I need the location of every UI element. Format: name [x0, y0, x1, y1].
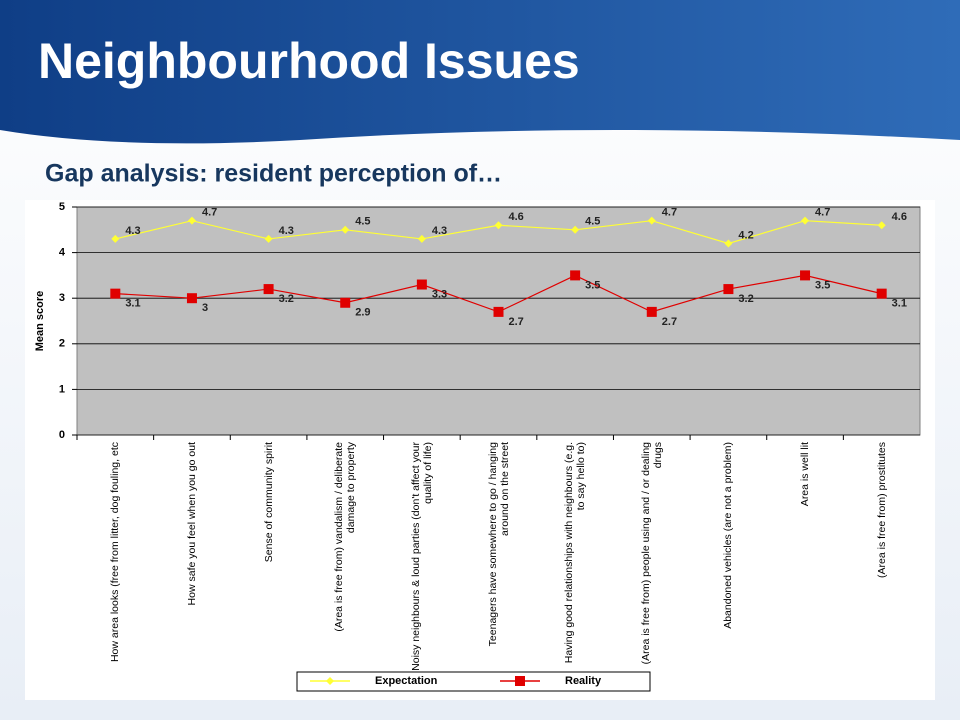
- data-label: 4.7: [815, 207, 830, 219]
- data-label: 3.5: [585, 279, 600, 291]
- data-label: 4.6: [892, 211, 907, 223]
- data-label: 3.3: [432, 288, 447, 300]
- data-label: 3.2: [738, 293, 753, 305]
- x-tick-label: (Area is free from) people using and / o…: [639, 442, 664, 665]
- legend-marker: [515, 676, 525, 686]
- data-label: 3.1: [892, 298, 907, 310]
- y-tick-label: 4: [59, 247, 66, 259]
- point: [263, 284, 274, 295]
- header-band: [0, 0, 960, 144]
- legend-label: Reality: [565, 675, 602, 687]
- data-label: 4.7: [662, 207, 677, 219]
- y-tick-label: 0: [59, 429, 65, 441]
- y-axis-label: Mean score: [34, 291, 46, 352]
- x-tick-label: How area looks (free from litter, dog fo…: [109, 442, 122, 663]
- data-label: 4.7: [202, 207, 217, 219]
- point: [264, 234, 273, 243]
- point: [416, 279, 427, 290]
- data-label: 4.2: [738, 229, 753, 241]
- slide-title: Neighbourhood Issues: [38, 33, 580, 89]
- point: [340, 297, 351, 308]
- data-label: 2.7: [662, 316, 677, 328]
- x-tick-label: Having good relationships with neighbour…: [563, 442, 588, 664]
- point: [417, 234, 426, 243]
- legend-marker: [326, 677, 334, 685]
- y-tick-label: 5: [59, 201, 65, 213]
- point: [801, 216, 810, 225]
- data-label: 4.5: [355, 216, 370, 228]
- point: [570, 270, 581, 281]
- data-label: 3: [202, 302, 208, 314]
- point: [494, 221, 503, 230]
- point: [877, 221, 886, 230]
- point: [724, 239, 733, 248]
- x-tick-label: (Area is free from) prostitutes: [875, 442, 888, 578]
- y-tick-label: 2: [59, 338, 65, 350]
- point: [571, 225, 580, 234]
- point: [111, 234, 120, 243]
- data-label: 4.6: [509, 211, 524, 223]
- x-tick-label: (Area is free from) vandalism / delibera…: [333, 442, 358, 632]
- point: [186, 293, 197, 304]
- y-tick-label: 3: [59, 292, 65, 304]
- point: [800, 270, 811, 281]
- point: [647, 216, 656, 225]
- data-label: 4.3: [432, 225, 447, 237]
- point: [723, 284, 734, 295]
- data-label: 4.3: [279, 225, 294, 237]
- slide-subtitle: Gap analysis: resident perception of…: [45, 160, 502, 188]
- plot-area: [76, 206, 921, 436]
- point: [493, 306, 504, 317]
- point: [187, 216, 196, 225]
- point: [110, 288, 121, 299]
- data-label: 3.2: [279, 293, 294, 305]
- data-label: 4.5: [585, 216, 600, 228]
- x-tick-label: How safe you feel when you go out: [185, 442, 198, 606]
- x-tick-label: Abandoned vehicles (are not a problem): [722, 442, 735, 629]
- point: [876, 288, 887, 299]
- data-label: 3.1: [125, 298, 140, 310]
- legend-label: Expectation: [375, 675, 438, 687]
- y-tick-label: 1: [59, 383, 65, 395]
- point: [646, 306, 657, 317]
- x-tick-label: Teenagers have somewhere to go / hanging…: [486, 442, 511, 647]
- x-tick-label: Sense of community spirit: [262, 442, 275, 563]
- data-label: 3.5: [815, 279, 830, 291]
- x-tick-label: Noisy neighbours & loud parties (don't a…: [409, 442, 434, 671]
- data-label: 4.3: [125, 225, 140, 237]
- legend: [296, 671, 651, 692]
- point: [341, 225, 350, 234]
- data-label: 2.7: [509, 316, 524, 328]
- data-label: 2.9: [355, 307, 370, 319]
- x-tick-label: Area is well lit: [799, 442, 812, 507]
